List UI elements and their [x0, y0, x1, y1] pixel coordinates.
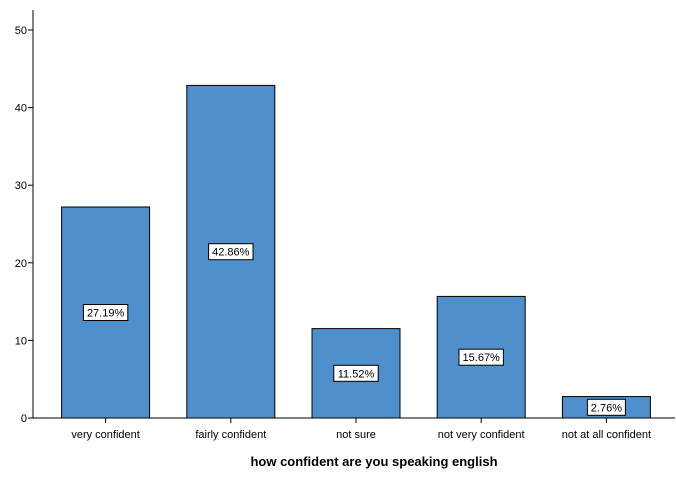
- data-label: 15.67%: [458, 348, 504, 366]
- data-label-box: [333, 364, 379, 382]
- y-tick-label: 0: [21, 413, 27, 425]
- y-tick-label: 10: [15, 335, 27, 347]
- y-tick-label: 40: [15, 103, 27, 115]
- y-tick-label: 30: [15, 180, 27, 192]
- bars: 27.19% 42.86% 11.52% 15.67% 2.76%: [61, 84, 651, 419]
- data-label-text: 15.67%: [463, 352, 501, 364]
- data-label-text: 27.19%: [87, 308, 125, 320]
- data-label-box: [82, 304, 129, 322]
- data-label-box: [586, 398, 626, 416]
- data-label-box: [208, 243, 254, 261]
- data-label-text: 2.76%: [591, 402, 622, 414]
- category-label: not sure: [336, 429, 376, 441]
- y-axis: 0 10 20 30 40 50: [15, 10, 34, 425]
- data-label: 2.76%: [586, 398, 626, 416]
- data-label: 11.52%: [333, 364, 379, 382]
- data-label-text: 42.86%: [212, 247, 250, 259]
- category-label: not at all confident: [562, 429, 651, 441]
- x-axis-title: how confident are you speaking english: [250, 454, 497, 469]
- category-label: fairly confident: [195, 429, 266, 441]
- x-axis: very confident fairly confident not sure no…: [33, 417, 675, 441]
- category-label: very confident: [71, 429, 139, 441]
- y-tick-label: 50: [15, 25, 27, 37]
- data-label: 42.86%: [208, 243, 254, 261]
- data-label: 27.19%: [82, 304, 129, 322]
- data-label-box: [458, 348, 504, 366]
- y-tick-label: 20: [15, 258, 27, 270]
- category-label: not very confident: [438, 429, 525, 441]
- data-label-text: 11.52%: [338, 368, 375, 380]
